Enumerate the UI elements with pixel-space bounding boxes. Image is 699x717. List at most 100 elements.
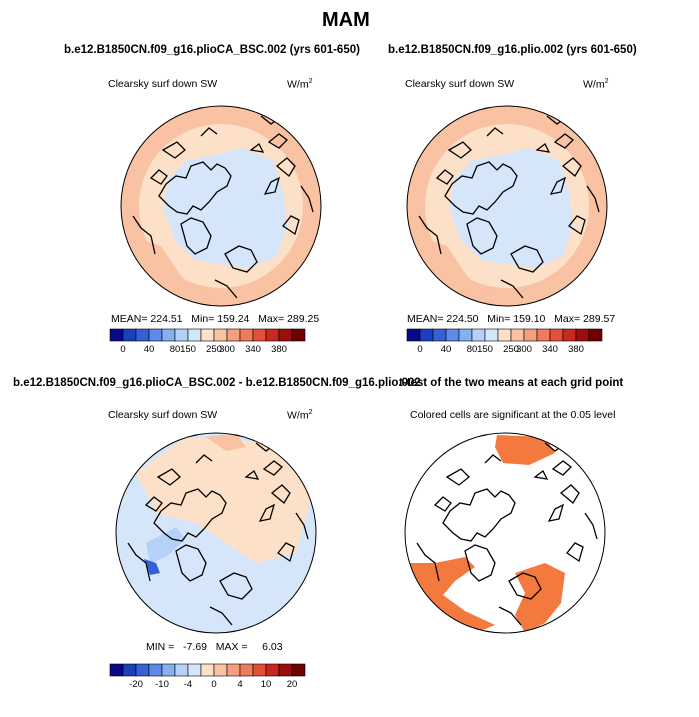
panel-2-mean-label: MEAN= [407, 313, 443, 325]
panel-1-min-value: 159.24 [217, 313, 249, 325]
panel-2-min-label: Min= [487, 313, 510, 325]
panel-1-min-label: Min= [191, 313, 214, 325]
panel-2-colorbar-label: 0 [417, 344, 422, 355]
panel-1-title: b.e12.B1850CN.f09_g16.plioCA_BSC.002 (yr… [64, 44, 360, 56]
panel-2-colorbar-box [524, 329, 537, 341]
panel-3-colorbar-box [292, 664, 305, 676]
panel-2-colorbar-box [576, 329, 589, 341]
panel-3-colorbar-box [188, 664, 201, 676]
panel-1-mean-label: MEAN= [111, 313, 147, 325]
panel-2-mean-value: 224.50 [446, 313, 478, 325]
panel-2-colorbar-label: 300 [516, 344, 532, 355]
panel-3-colorbar-box [136, 664, 149, 676]
panel-3-stats: MIN = -7.69 MAX = 6.03 [146, 641, 283, 653]
panel-1-colorbar-box [110, 329, 123, 341]
panel-3-units: W/m2 [287, 409, 312, 422]
panel-3-colorbar-label: 0 [211, 679, 216, 690]
panel-2-colorbar-box [459, 329, 472, 341]
panel-2-stats: MEAN= 224.50 Min= 159.10 Max= 289.57 [407, 313, 615, 325]
panel-2-colorbar-box [537, 329, 550, 341]
panel-2-colorbar-label: 40 [441, 344, 452, 355]
panel-3-colorbar-box [214, 664, 227, 676]
panel-1-colorbar-label: 150 [180, 344, 196, 355]
panel-2-min-value: 159.10 [513, 313, 545, 325]
panel-1-stats: MEAN= 224.51 Min= 159.24 Max= 289.25 [111, 313, 319, 325]
panel-1-colorbar-box [292, 329, 305, 341]
panel-1-colorbar-box [123, 329, 136, 341]
panel-1-colorbar-label: 300 [219, 344, 235, 355]
panel-3-colorbar-box [253, 664, 266, 676]
panel-1-map [111, 96, 331, 316]
panel-2-colorbar-box [563, 329, 576, 341]
panel-3-variable: Clearsky surf down SW [108, 409, 217, 421]
panel-3-colorbar: -20 -10 -4 0 4 10 20 [110, 664, 310, 694]
panel-1-colorbar-label: 40 [144, 344, 155, 355]
panel-2-colorbar-box [407, 329, 420, 341]
panel-2-max-label: Max= [554, 313, 580, 325]
panel-2-colorbar-box [433, 329, 446, 341]
panel-1-colorbar-box [175, 329, 188, 341]
panel-3-min-label: MIN = [146, 641, 174, 653]
panel-1-colorbar-label: 340 [245, 344, 261, 355]
panel-2-title: b.e12.B1850CN.f09_g16.plio.002 (yrs 601-… [388, 44, 637, 56]
panel-3-max-value: 6.03 [262, 641, 282, 653]
panel-3-colorbar-box [175, 664, 188, 676]
panel-1-colorbar-box [266, 329, 279, 341]
panel-1-mean-value: 224.51 [150, 313, 182, 325]
panel-2-colorbar-box [446, 329, 459, 341]
panel-1-colorbar-box [279, 329, 292, 341]
panel-3-colorbar-label: -4 [184, 679, 192, 690]
panel-3-colorbar-box [123, 664, 136, 676]
panel-2-colorbar-box [472, 329, 485, 341]
panel-3-colorbar-label: 4 [237, 679, 242, 690]
panel-2-colorbar-box [420, 329, 433, 341]
panel-3-colorbar-box [240, 664, 253, 676]
panel-3-colorbar-box [149, 664, 162, 676]
panel-2-max-value: 289.57 [583, 313, 615, 325]
panel-2-colorbar-box [511, 329, 524, 341]
panel-2-colorbar-label: 380 [568, 344, 584, 355]
panel-3-title: b.e12.B1850CN.f09_g16.plioCA_BSC.002 - b… [13, 377, 421, 389]
panel-2-variable: Clearsky surf down SW [405, 78, 514, 90]
panel-3-colorbar-label: -10 [155, 679, 169, 690]
panel-1-colorbar-label: 0 [120, 344, 125, 355]
panel-2-colorbar-box [498, 329, 511, 341]
panel-2-map [397, 96, 617, 316]
panel-3-colorbar-box [162, 664, 175, 676]
panel-1-colorbar-box [162, 329, 175, 341]
panel-1-colorbar-label: 380 [271, 344, 287, 355]
panel-1-max-value: 289.25 [287, 313, 319, 325]
panel-1-colorbar-box [149, 329, 162, 341]
panel-2-colorbar-label: 80 [467, 344, 478, 355]
panel-3-colorbar-box [201, 664, 214, 676]
panel-4-variable: Colored cells are significant at the 0.0… [410, 409, 615, 421]
panel-3-colorbar-box [110, 664, 123, 676]
panel-2-colorbar-label: 150 [477, 344, 493, 355]
panel-2-colorbar-box [589, 329, 602, 341]
panel-1-colorbar-box [240, 329, 253, 341]
panel-3-max-label: MAX = [216, 641, 248, 653]
panel-1-colorbar-box [214, 329, 227, 341]
panel-3-map [106, 423, 326, 643]
panel-2-colorbar-box [550, 329, 563, 341]
panel-1-colorbar-box [201, 329, 214, 341]
panel-3-colorbar-label: -20 [129, 679, 143, 690]
panel-2-colorbar-box [485, 329, 498, 341]
panel-1-colorbar-box [136, 329, 149, 341]
panel-2-units: W/m2 [583, 78, 608, 91]
panel-3-colorbar-label: 20 [287, 679, 298, 690]
panel-2-colorbar-label: 340 [542, 344, 558, 355]
panel-1-colorbar-label: 80 [170, 344, 181, 355]
panel-3-colorbar-label: 10 [261, 679, 272, 690]
panel-1-colorbar-box [188, 329, 201, 341]
panel-3-min-value: -7.69 [183, 641, 207, 653]
panel-1-colorbar-box [253, 329, 266, 341]
panel-1-units: W/m2 [287, 78, 312, 91]
page-title: MAM [322, 9, 370, 32]
panel-3-colorbar-box [227, 664, 240, 676]
panel-1-variable: Clearsky surf down SW [108, 78, 217, 90]
panel-3-colorbar-box [279, 664, 292, 676]
panel-1-colorbar-box [227, 329, 240, 341]
